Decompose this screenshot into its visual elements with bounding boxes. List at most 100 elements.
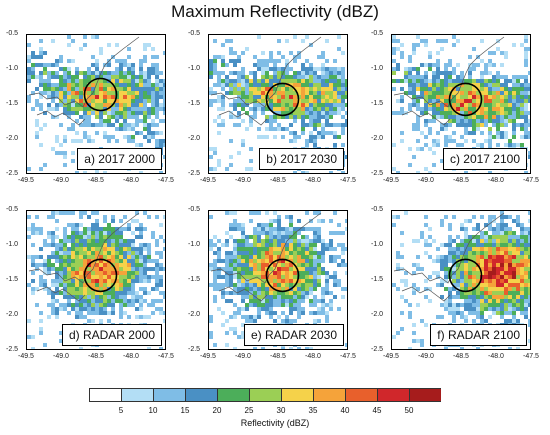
reflectivity-cell [472, 251, 476, 255]
reflectivity-cell [217, 131, 221, 135]
reflectivity-cell [313, 279, 317, 283]
reflectivity-cell [484, 283, 488, 287]
reflectivity-cell [147, 135, 151, 139]
reflectivity-cell [111, 107, 115, 111]
reflectivity-cell [440, 91, 444, 95]
reflectivity-cell [59, 103, 63, 107]
reflectivity-cell [516, 283, 520, 287]
reflectivity-cell [143, 103, 147, 107]
reflectivity-cell [237, 251, 241, 255]
reflectivity-cell [524, 79, 528, 83]
reflectivity-cell [516, 83, 520, 87]
reflectivity-cell [297, 303, 301, 307]
reflectivity-cell [143, 227, 147, 231]
reflectivity-cell [115, 259, 119, 263]
reflectivity-cell [301, 103, 305, 107]
reflectivity-cell [504, 255, 508, 259]
reflectivity-cell [155, 83, 159, 87]
reflectivity-cell [428, 235, 432, 239]
reflectivity-cell [460, 267, 464, 271]
reflectivity-cell [87, 123, 91, 127]
reflectivity-cell [444, 255, 448, 259]
reflectivity-cell [440, 87, 444, 91]
reflectivity-cell [313, 139, 317, 143]
reflectivity-cell [229, 223, 233, 227]
reflectivity-cell [464, 111, 468, 115]
reflectivity-cell [221, 55, 225, 59]
reflectivity-cell [305, 103, 309, 107]
reflectivity-cell [297, 71, 301, 75]
reflectivity-cell [83, 135, 87, 139]
reflectivity-cell [115, 231, 119, 235]
reflectivity-cell [301, 71, 305, 75]
reflectivity-cell [416, 95, 420, 99]
reflectivity-cell [524, 263, 528, 267]
reflectivity-cell [289, 87, 293, 91]
reflectivity-cell [245, 287, 249, 291]
reflectivity-cell [484, 299, 488, 303]
reflectivity-cell [67, 71, 71, 75]
reflectivity-cell [115, 79, 119, 83]
reflectivity-cell [95, 295, 99, 299]
reflectivity-cell [305, 99, 309, 103]
reflectivity-cell [496, 99, 500, 103]
reflectivity-cell [329, 87, 333, 91]
reflectivity-cell [297, 299, 301, 303]
x-tick-label: -48.0 [488, 353, 504, 360]
reflectivity-cell [91, 231, 95, 235]
reflectivity-cell [436, 99, 440, 103]
reflectivity-cell [107, 243, 111, 247]
reflectivity-cell [107, 283, 111, 287]
reflectivity-cell [59, 123, 63, 127]
reflectivity-cell [492, 283, 496, 287]
reflectivity-cell [115, 235, 119, 239]
reflectivity-cell [488, 263, 492, 267]
reflectivity-cell [99, 251, 103, 255]
reflectivity-cell [289, 303, 293, 307]
reflectivity-cell [155, 239, 159, 243]
reflectivity-cell [492, 119, 496, 123]
reflectivity-cell [59, 143, 63, 147]
reflectivity-cell [71, 255, 75, 259]
reflectivity-cell [119, 263, 123, 267]
reflectivity-cell [119, 95, 123, 99]
reflectivity-cell [233, 99, 237, 103]
reflectivity-cell [285, 255, 289, 259]
reflectivity-cell [281, 95, 285, 99]
reflectivity-cell [512, 127, 516, 131]
reflectivity-cell [516, 243, 520, 247]
reflectivity-cell [504, 239, 508, 243]
reflectivity-cell [135, 83, 139, 87]
reflectivity-cell [39, 107, 43, 111]
reflectivity-cell [436, 247, 440, 251]
reflectivity-cell [436, 259, 440, 263]
reflectivity-cell [512, 239, 516, 243]
reflectivity-cell [516, 235, 520, 239]
reflectivity-cell [79, 83, 83, 87]
reflectivity-cell [524, 35, 528, 39]
reflectivity-cell [500, 103, 504, 107]
reflectivity-cell [261, 87, 265, 91]
reflectivity-cell [79, 283, 83, 287]
reflectivity-cell [233, 267, 237, 271]
reflectivity-cell [245, 79, 249, 83]
reflectivity-cell [408, 107, 412, 111]
reflectivity-cell [520, 43, 524, 47]
plot-area: a) 2017 2000 [26, 34, 166, 174]
reflectivity-cell [147, 123, 151, 127]
reflectivity-cell [257, 287, 261, 291]
reflectivity-cell [329, 219, 333, 223]
reflectivity-cell [103, 259, 107, 263]
reflectivity-cell [313, 247, 317, 251]
reflectivity-cell [95, 291, 99, 295]
reflectivity-cell [31, 255, 35, 259]
reflectivity-cell [293, 299, 297, 303]
reflectivity-cell [472, 239, 476, 243]
reflectivity-cell [27, 79, 31, 83]
reflectivity-cell [115, 99, 119, 103]
reflectivity-cell [31, 107, 35, 111]
reflectivity-cell [35, 99, 39, 103]
reflectivity-cell [245, 235, 249, 239]
reflectivity-cell [484, 87, 488, 91]
reflectivity-cell [67, 95, 71, 99]
